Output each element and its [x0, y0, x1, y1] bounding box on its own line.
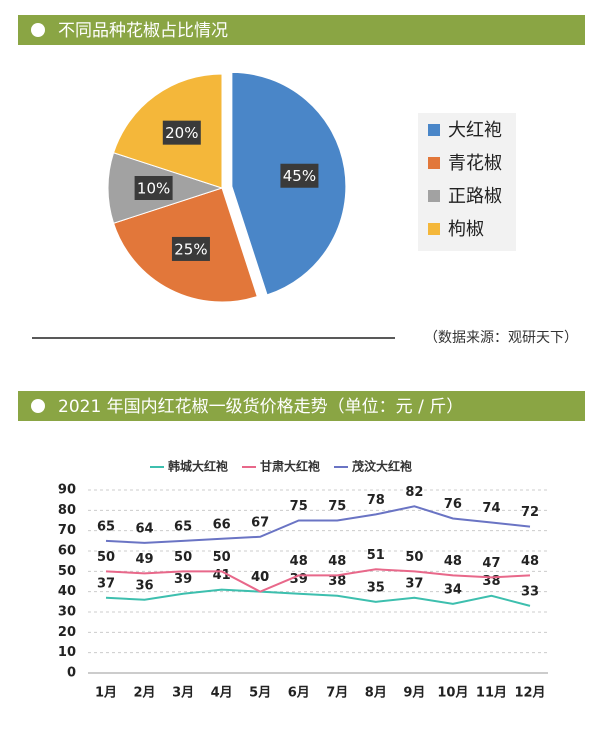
- data-label: 48: [521, 554, 539, 569]
- series-line: [105, 505, 531, 544]
- data-label: 51: [367, 548, 385, 563]
- data-label: 50: [405, 550, 423, 565]
- legend-label: 青花椒: [448, 153, 502, 174]
- label-bg: [280, 163, 319, 188]
- pie-title: 不同品种花椒占比情况: [58, 21, 228, 41]
- legend-swatch: [428, 157, 440, 169]
- value-label: 45%: [283, 167, 316, 185]
- y-tick-label: 0: [67, 666, 76, 681]
- y-tick-label: 60: [58, 544, 76, 559]
- legend-swatch: [428, 223, 440, 235]
- y-tick-label: 90: [58, 483, 76, 498]
- x-tick-label: 7月: [326, 686, 348, 701]
- data-label: 48: [444, 554, 462, 569]
- data-label: 82: [405, 485, 423, 500]
- x-tick-label: 10月: [437, 686, 468, 701]
- data-label: 48: [328, 554, 346, 569]
- legend-label: 枸椒: [448, 219, 484, 240]
- data-label: 48: [290, 554, 308, 569]
- x-tick-label: 1月: [95, 686, 117, 701]
- legend-label: 韩城大红袍: [168, 459, 228, 474]
- label-bg: [162, 120, 201, 145]
- data-label: 65: [97, 519, 115, 534]
- x-tick-label: 12月: [514, 686, 545, 701]
- data-label: 67: [251, 515, 269, 530]
- x-tick-label: 2月: [134, 686, 156, 701]
- data-label: 35: [367, 580, 385, 595]
- data-label: 50: [213, 550, 231, 565]
- data-label: 75: [290, 499, 308, 514]
- data-label: 72: [521, 505, 539, 520]
- data-label: 34: [444, 582, 462, 597]
- x-tick-label: 3月: [172, 686, 194, 701]
- x-tick-label: 8月: [365, 686, 387, 701]
- data-label: 74: [482, 501, 500, 516]
- legend-swatch: [428, 190, 440, 202]
- y-tick-label: 70: [58, 523, 76, 538]
- header-bar: [18, 391, 585, 421]
- data-label: 37: [97, 576, 115, 591]
- x-tick-label: 6月: [288, 686, 310, 701]
- series-line: [105, 588, 531, 607]
- data-label: 38: [328, 574, 346, 589]
- x-tick-label: 9月: [403, 686, 425, 701]
- data-label: 40: [251, 570, 269, 585]
- data-label: 33: [521, 584, 539, 599]
- data-label: 78: [367, 493, 385, 508]
- y-tick-label: 80: [58, 503, 76, 518]
- label-bg: [134, 176, 173, 200]
- data-label: 64: [135, 521, 153, 536]
- x-tick-label: 11月: [476, 686, 507, 701]
- header-dot: [31, 399, 45, 413]
- x-tick-label: 4月: [211, 686, 233, 701]
- y-tick-label: 20: [58, 625, 76, 640]
- header-bar: [18, 15, 585, 45]
- data-label: 39: [174, 572, 192, 587]
- data-label: 66: [213, 517, 231, 532]
- legend-label: 茂汶大红袍: [352, 459, 412, 474]
- legend-label: 大红袍: [448, 120, 502, 141]
- data-label: 65: [174, 519, 192, 534]
- y-tick-label: 10: [58, 645, 76, 660]
- data-label: 40: [251, 570, 269, 585]
- legend-swatch: [428, 124, 440, 136]
- header-dot: [31, 23, 45, 37]
- data-label: 36: [135, 578, 153, 593]
- value-label: 10%: [137, 180, 170, 198]
- data-label: 49: [135, 552, 153, 567]
- data-label: 37: [405, 576, 423, 591]
- value-label: 25%: [174, 240, 207, 258]
- data-label: 50: [174, 550, 192, 565]
- y-tick-label: 50: [58, 564, 76, 579]
- legend-label: 正路椒: [448, 186, 502, 207]
- value-label: 20%: [165, 124, 198, 142]
- series-line: [105, 568, 531, 593]
- source: （数据来源：观研天下）: [424, 330, 578, 346]
- y-tick-label: 30: [58, 605, 76, 620]
- data-label: 75: [328, 499, 346, 514]
- line-title: 2021 年国内红花椒一级货价格走势（单位：元 / 斤）: [58, 397, 463, 417]
- x-tick-label: 5月: [249, 686, 271, 701]
- label-bg: [171, 236, 210, 261]
- data-label: 50: [97, 550, 115, 565]
- y-tick-label: 40: [58, 584, 76, 599]
- data-label: 47: [482, 556, 500, 571]
- legend-label: 甘肃大红袍: [260, 459, 320, 474]
- data-label: 76: [444, 497, 462, 512]
